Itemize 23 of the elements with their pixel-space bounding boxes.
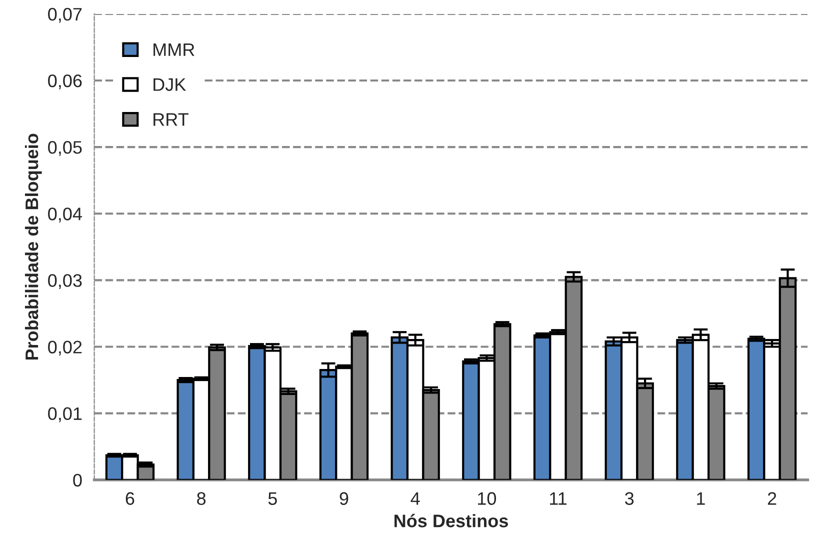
x-tick-label: 11 [550, 492, 567, 505]
legend-label: MMR [154, 44, 194, 56]
x-axis-title: Nós Destinos [394, 514, 508, 528]
y-axis-title: Probabilidade de Bloqueio [24, 134, 42, 360]
y-tick-label: 0,03 [48, 274, 82, 290]
x-tick-label: 1 [697, 492, 705, 505]
y-tick-label: 0,06 [48, 74, 82, 90]
x-tick-label: 8 [197, 492, 206, 505]
x-tick-label: 4 [410, 492, 420, 505]
x-tick-label: 10 [478, 492, 496, 505]
y-tick-label: 0,01 [48, 407, 82, 422]
y-tick-label: 0,07 [48, 8, 82, 23]
y-tick-label: 0 [73, 474, 82, 487]
x-tick-label: 5 [268, 492, 277, 505]
y-tick-label: 0,02 [48, 340, 82, 356]
x-tick-label: 2 [768, 492, 776, 505]
legend-label: DJK [154, 78, 186, 91]
x-tick-label: 6 [126, 492, 134, 505]
y-tick-label: 0,04 [48, 208, 82, 222]
y-tick-label: 0,05 [48, 141, 82, 156]
x-tick-label: 3 [625, 492, 634, 505]
x-tick-label: 9 [340, 492, 348, 505]
legend-label: RRT [154, 113, 188, 126]
